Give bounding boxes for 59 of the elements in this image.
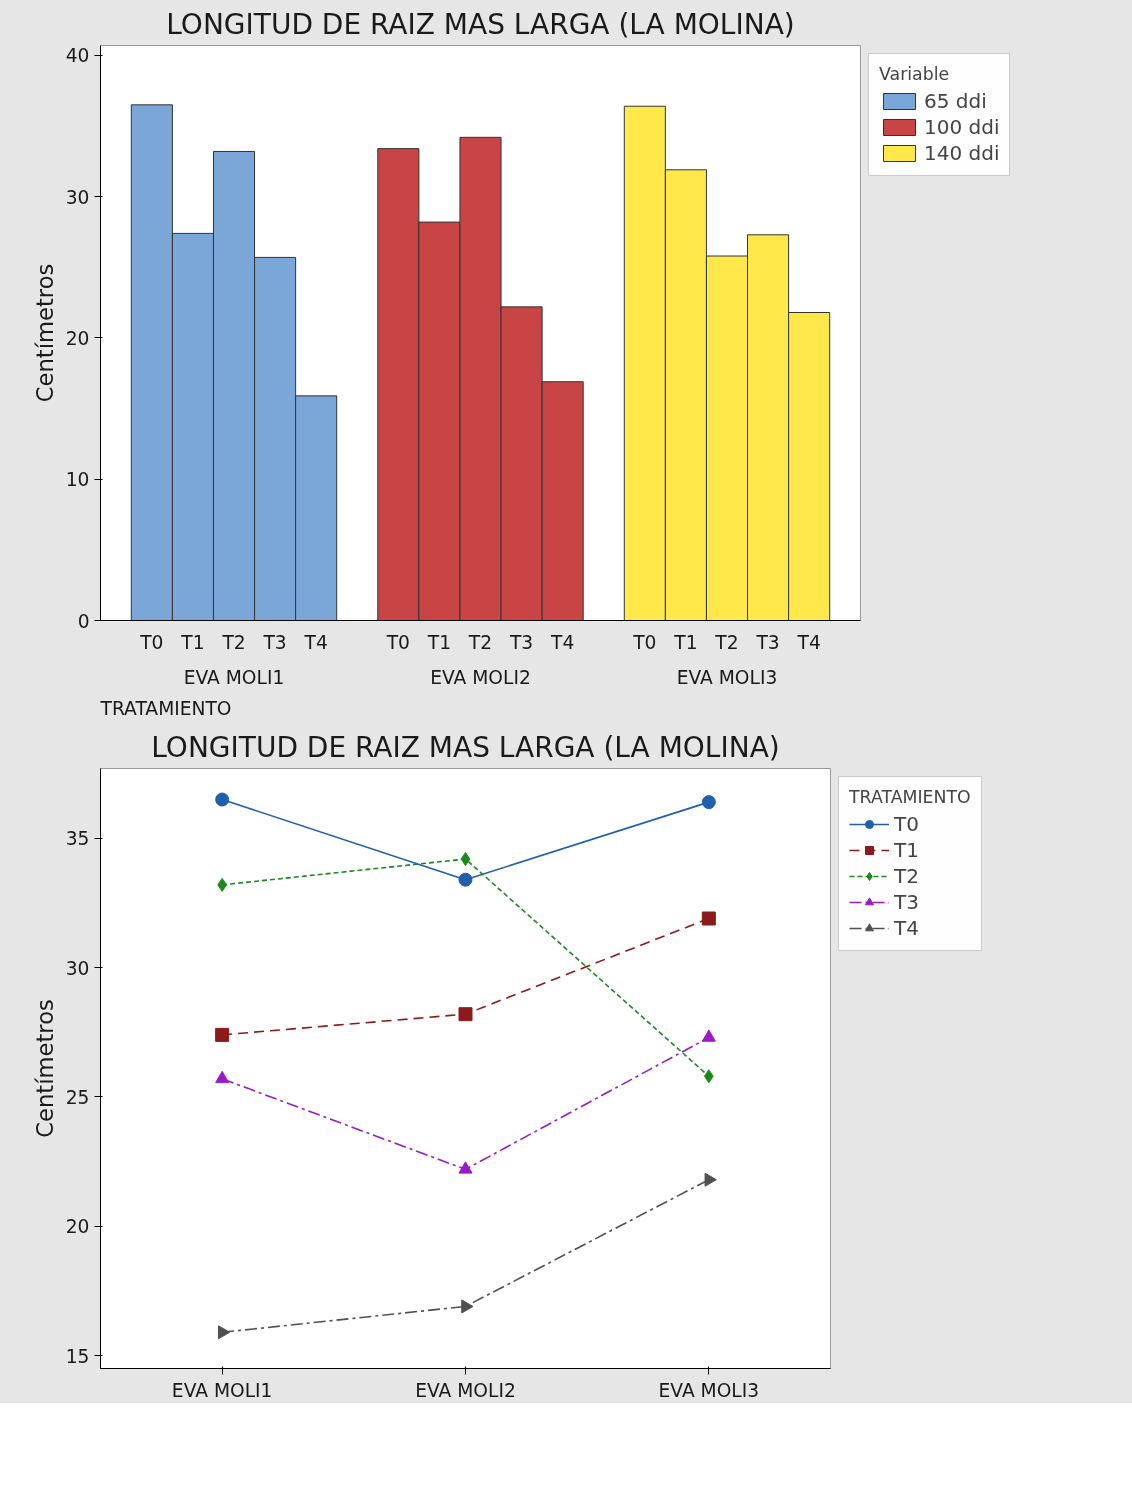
legend-title: Variable [879, 64, 951, 84]
x-tick-label: EVA MOLI2 [415, 1379, 516, 1401]
point [215, 1027, 230, 1042]
legend-label: 100 ddi [924, 115, 1000, 139]
x-tick-label: T2 [221, 631, 246, 653]
y-tick-label: 0 [77, 610, 90, 632]
y-tick-label: 10 [65, 469, 90, 491]
point [701, 911, 716, 926]
x-tick-label: T4 [550, 631, 575, 653]
x-tick-label: T1 [180, 631, 205, 653]
y-tick-label: 35 [65, 828, 90, 850]
point [458, 872, 473, 887]
point [704, 1172, 717, 1187]
x-tick-label: T0 [139, 631, 164, 653]
x-tick-label: T3 [262, 631, 287, 653]
point [701, 1029, 716, 1042]
legend-label: T2 [894, 864, 919, 888]
point [701, 795, 716, 810]
legend-label: 140 ddi [924, 141, 1000, 165]
legend-label: T3 [894, 890, 919, 914]
x-tick-label: T2 [467, 631, 493, 653]
y-axis-title: Centímetros [31, 999, 58, 1138]
text: EVA MOLI2 [430, 666, 531, 688]
x-tick-label: T4 [303, 631, 328, 653]
text: EVA MOLI3 [676, 666, 778, 688]
legend-title: TRATAMIENTO [849, 787, 971, 807]
point [217, 1325, 231, 1340]
y-tick-label: 30 [65, 957, 90, 979]
x-tick-label: EVA MOLI1 [171, 1379, 273, 1401]
legend-label: T4 [894, 916, 919, 940]
point [215, 792, 230, 807]
point [458, 1007, 473, 1022]
x-tick-label: T3 [755, 631, 780, 653]
y-tick-label: 15 [65, 1345, 90, 1367]
chart-title: LONGITUD DE RAIZ MAS LARGA (LA MOLINA) [151, 730, 780, 764]
y-tick-label: 20 [65, 1216, 90, 1238]
x-tick-label: T4 [796, 631, 821, 653]
x-tick-label: T1 [426, 631, 452, 653]
x-tick-label: T0 [632, 631, 657, 653]
point [458, 1161, 473, 1174]
y-tick-label: 25 [65, 1086, 90, 1108]
y-axis-title: Centímetros [31, 263, 58, 403]
x-tick-label: EVA MOLI3 [658, 1379, 760, 1401]
point [460, 852, 471, 867]
chart-title: LONGITUD DE RAIZ MAS LARGA (LA MOLINA) [166, 7, 795, 41]
text: EVA MOLI1 [183, 666, 285, 688]
y-tick-label: 30 [65, 186, 90, 208]
x-tick-label: T2 [714, 631, 739, 653]
legend-label: T0 [894, 812, 919, 836]
x-axis-title: TRATAMIENTO [99, 697, 232, 719]
y-tick-label: 40 [65, 45, 90, 67]
point [215, 1070, 230, 1084]
x-tick-label: T1 [673, 631, 698, 653]
x-tick-label: T0 [385, 631, 410, 653]
y-tick-label: 20 [65, 327, 90, 349]
legend-label: T1 [894, 838, 919, 862]
x-tick-label: T3 [508, 631, 534, 653]
point [461, 1299, 474, 1314]
legend-label: 65 ddi [924, 89, 987, 113]
